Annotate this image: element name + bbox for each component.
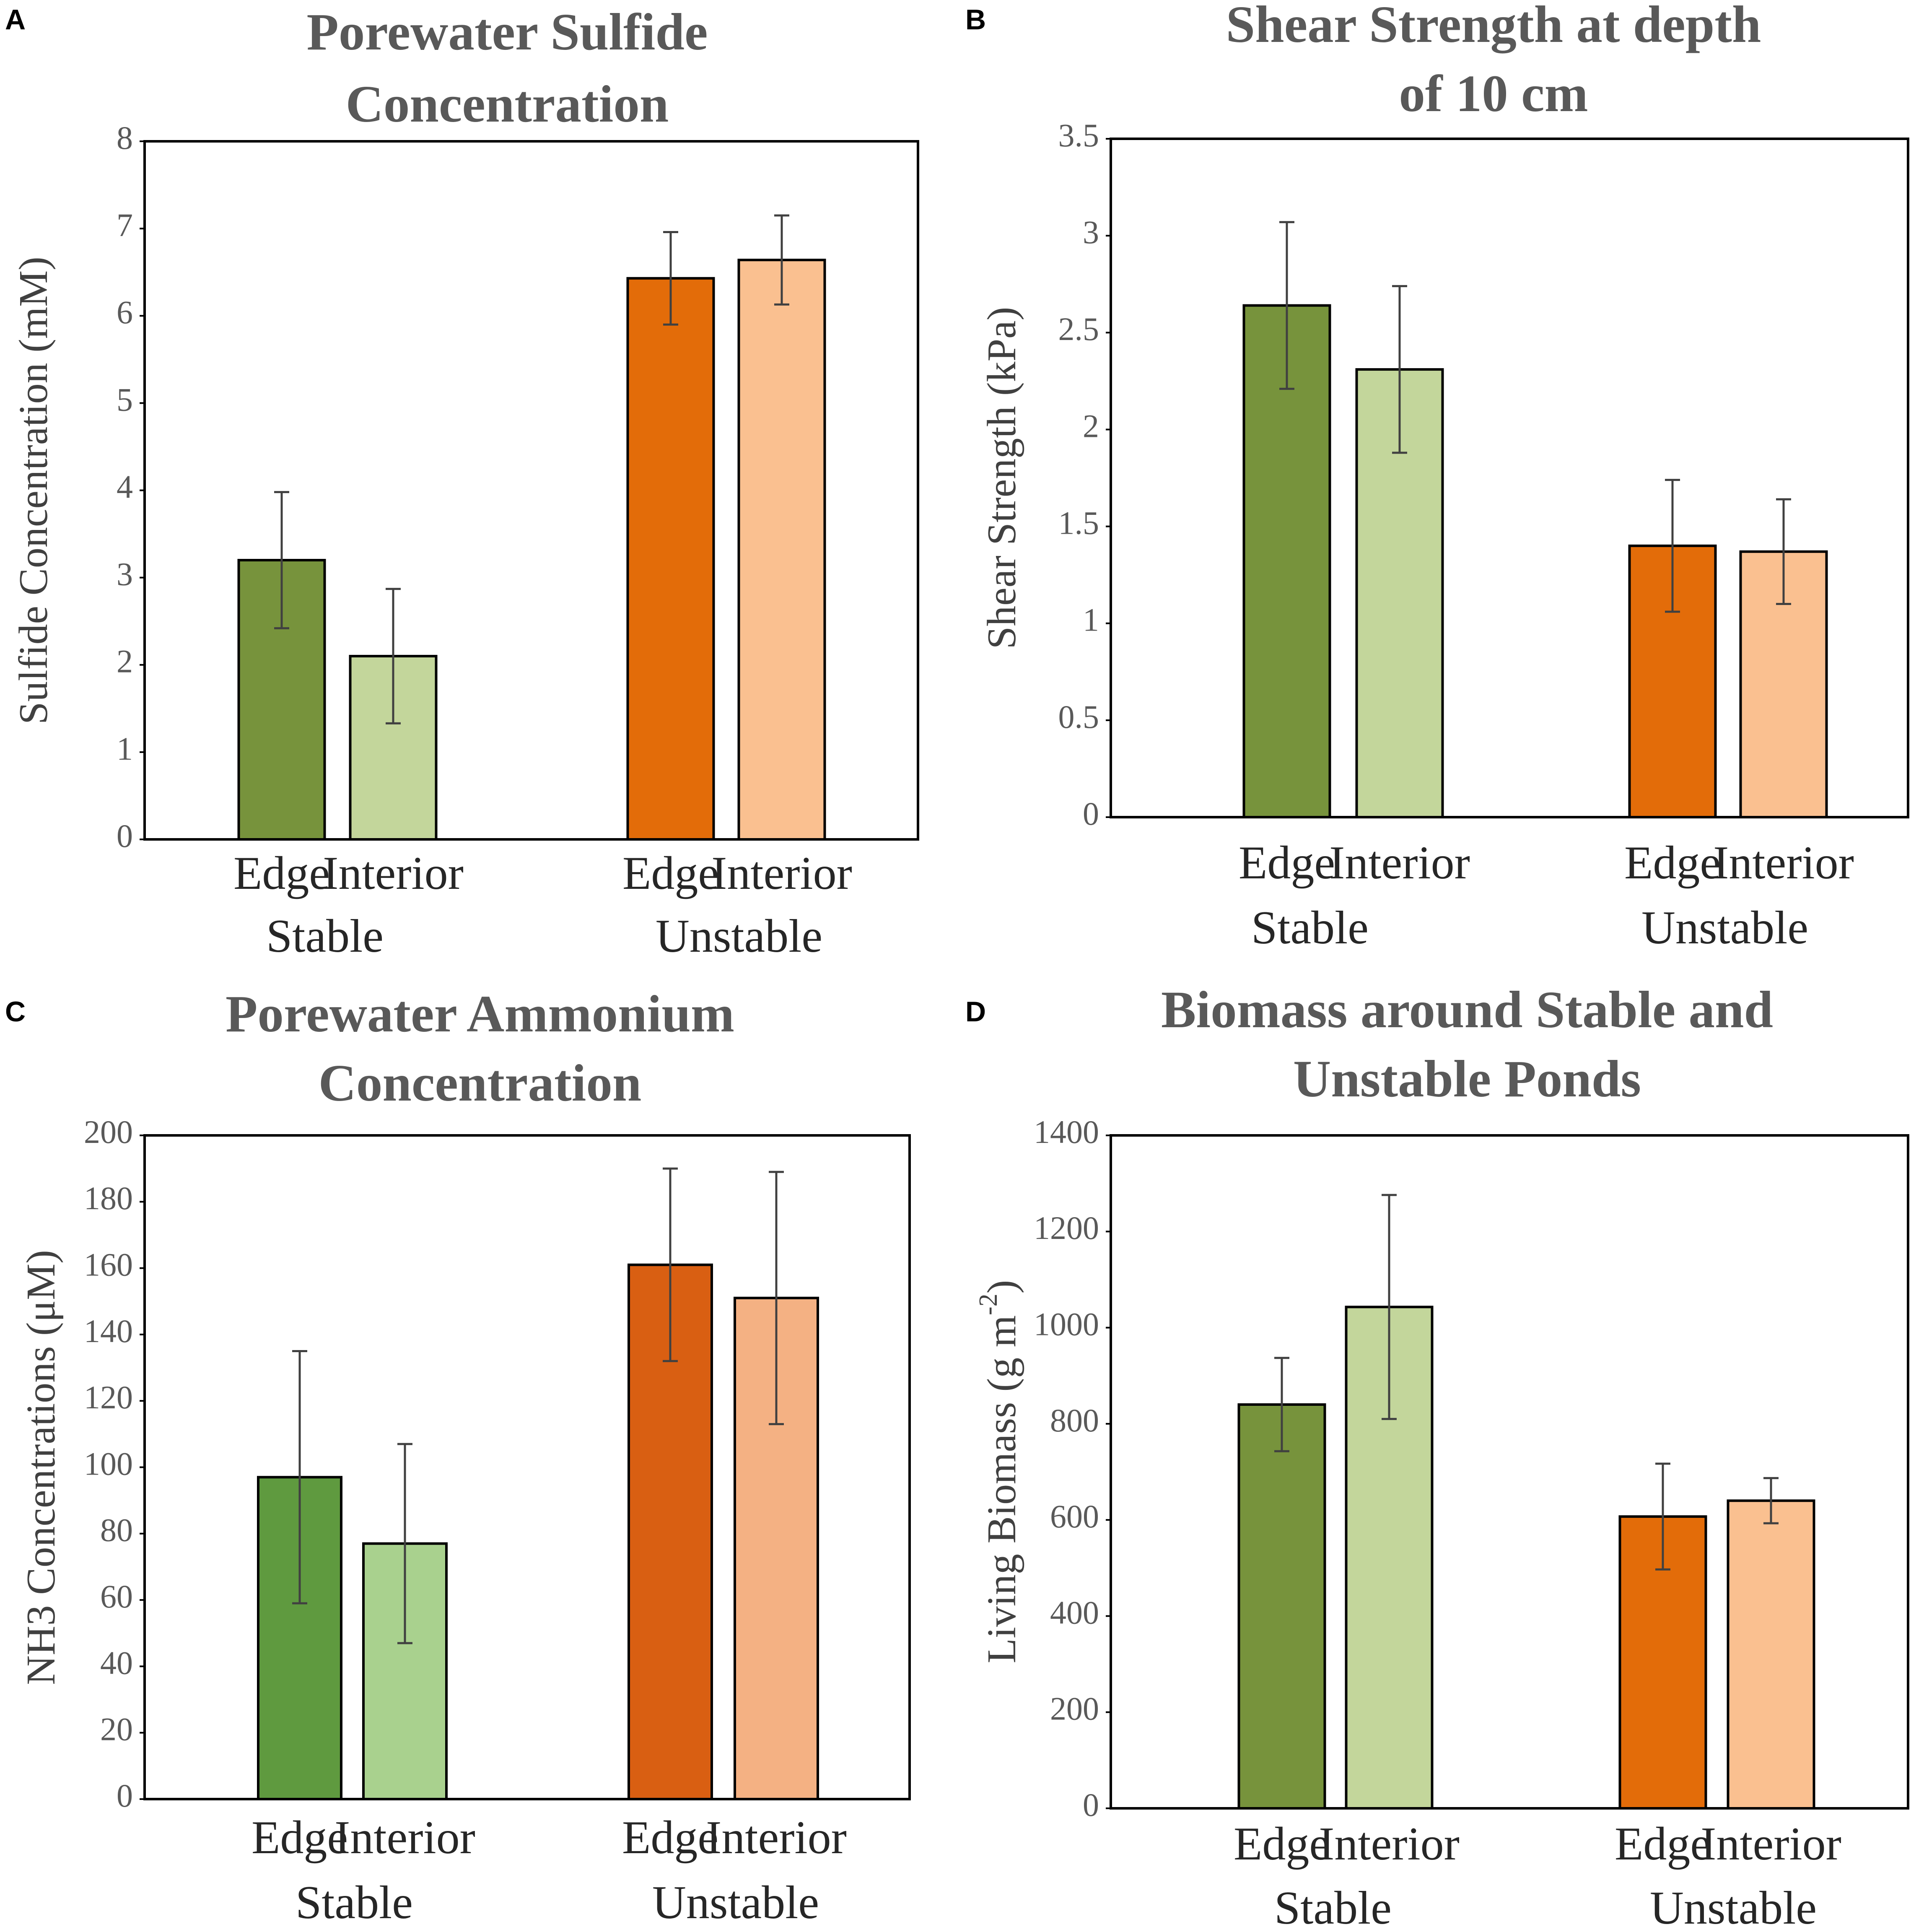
y-axis-label: Sulfide Concentration (mM) <box>11 257 56 724</box>
x-category-label: Edge <box>622 1812 718 1864</box>
y-axis-label-text: NH3 Concentrations (μM) <box>18 1250 64 1685</box>
x-group-label: Stable <box>1274 1882 1392 1932</box>
x-category-label: Edge <box>1624 837 1721 889</box>
y-tick-label: 200 <box>84 1114 133 1150</box>
y-tick-label: 160 <box>84 1246 133 1283</box>
x-category-label: Edge <box>1239 837 1335 889</box>
y-axis-label-end: ) <box>979 1280 1024 1294</box>
y-tick-label: 2.5 <box>1058 311 1099 347</box>
plot-frame <box>1110 138 1909 818</box>
bar <box>737 259 826 841</box>
y-tick-label: 1 <box>117 730 133 767</box>
y-tick-label: 180 <box>84 1180 133 1216</box>
x-category-label: Interior <box>1319 1818 1460 1870</box>
y-tick-label: 5 <box>117 381 133 418</box>
chart-title-line: Shear Strength at depth <box>1226 0 1761 54</box>
x-category-label: Edge <box>1234 1818 1330 1870</box>
y-axis-label-superscript: -2 <box>974 1293 1003 1315</box>
y-tick-label: 200 <box>1050 1690 1099 1727</box>
y-axis-label: Living Biomass (g m-2) <box>974 1280 1024 1664</box>
x-category-label: Interior <box>334 1812 475 1864</box>
y-tick-label: 4 <box>117 468 133 505</box>
panel-letter: C <box>5 996 26 1028</box>
y-axis-label-text: Living Biomass (g m <box>979 1315 1024 1663</box>
x-category-label: Interior <box>1713 837 1854 889</box>
chart-panel-c: C Porewater Ammonium Concentration 0 20 40 60 8… <box>5 985 911 1929</box>
bar <box>1727 1499 1815 1810</box>
y-tick-label: 60 <box>100 1578 133 1615</box>
y-axis-label: Shear Strength (kPa) <box>979 307 1024 649</box>
y-tick-label: 80 <box>100 1512 133 1548</box>
x-category-label: Edge <box>622 847 719 899</box>
bar <box>1242 304 1331 819</box>
x-category-label: Interior <box>1701 1818 1841 1870</box>
y-tick-label: 0 <box>1083 1787 1099 1823</box>
x-category-label: Interior <box>1329 837 1470 889</box>
x-category-label: Interior <box>711 847 852 899</box>
x-group-label: Unstable <box>652 1877 819 1929</box>
plot-frame <box>1110 1134 1909 1810</box>
y-tick-label: 600 <box>1050 1498 1099 1535</box>
chart-panel-d: D Biomass around Stable and Unstable Ponds… <box>965 981 1909 1932</box>
y-tick-label: 400 <box>1050 1594 1099 1631</box>
panel-letter: B <box>965 4 986 36</box>
chart-title-line: Biomass around Stable and <box>1161 981 1773 1039</box>
y-tick-label: 140 <box>84 1313 133 1349</box>
chart-panel-a: A Porewater Sulfide Concentration 0 1 2 3 4 5 6 7 8… <box>5 3 919 962</box>
y-tick-label: 3 <box>117 556 133 592</box>
y-tick-label: 3 <box>1083 214 1099 250</box>
chart-title-line: of 10 cm <box>1399 65 1588 123</box>
y-tick-label: 20 <box>100 1711 133 1748</box>
chart-panel-b: B Shear Strength at depth of 10 cm 0 0.5 1 1.5… <box>965 0 1909 954</box>
chart-title-line: Concentration <box>346 75 669 133</box>
x-category-label: Edge <box>233 847 330 899</box>
panel-letter: A <box>5 4 26 36</box>
x-category-label: Edge <box>252 1812 348 1864</box>
y-tick-label: 1000 <box>1034 1306 1099 1342</box>
y-tick-label: 7 <box>117 207 133 243</box>
y-tick-label: 0 <box>1083 795 1099 832</box>
x-group-label: Stable <box>1251 902 1369 954</box>
chart-title-line: Concentration <box>319 1054 642 1112</box>
y-tick-label: 2 <box>117 643 133 680</box>
y-tick-label: 1 <box>1083 602 1099 638</box>
x-category-label: Interior <box>706 1812 847 1864</box>
x-category-label: Interior <box>323 847 464 899</box>
y-tick-label: 40 <box>100 1644 133 1681</box>
bar <box>626 277 715 841</box>
y-tick-label: 0 <box>117 818 133 854</box>
x-group-label: Stable <box>266 910 384 962</box>
x-group-label: Unstable <box>1650 1882 1817 1932</box>
y-tick-label: 800 <box>1050 1402 1099 1439</box>
y-axis-label-text: Sulfide Concentration (mM) <box>11 257 56 724</box>
y-tick-label: 3.5 <box>1058 117 1099 153</box>
y-tick-label: 2 <box>1083 408 1099 444</box>
panel-letter: D <box>965 996 986 1028</box>
chart-title-line: Unstable Ponds <box>1293 1050 1641 1108</box>
y-tick-label: 8 <box>117 119 133 156</box>
bar <box>1237 1403 1326 1810</box>
y-axis-label-text: Shear Strength (kPa) <box>979 307 1024 649</box>
y-tick-label: 1400 <box>1034 1114 1099 1150</box>
y-tick-label: 0 <box>117 1777 133 1814</box>
y-tick-label: 6 <box>117 294 133 330</box>
x-group-label: Unstable <box>1641 902 1808 954</box>
x-group-label: Stable <box>296 1877 413 1929</box>
chart-title-line: Porewater Ammonium <box>226 985 734 1043</box>
chart-title-line: Porewater Sulfide <box>306 3 708 61</box>
y-tick-label: 1200 <box>1034 1210 1099 1246</box>
y-axis-label: NH3 Concentrations (μM) <box>18 1250 64 1685</box>
y-tick-label: 1.5 <box>1058 504 1099 541</box>
y-tick-label: 100 <box>84 1445 133 1482</box>
x-group-label: Unstable <box>656 910 822 962</box>
x-category-label: Edge <box>1615 1818 1711 1870</box>
y-tick-label: 0.5 <box>1058 699 1099 735</box>
y-tick-label: 120 <box>84 1379 133 1415</box>
